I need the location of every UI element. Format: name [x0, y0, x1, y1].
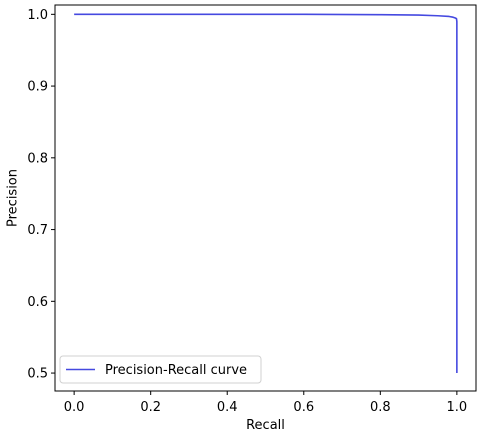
x-tick-label: 0.4: [217, 400, 238, 415]
x-axis-title: Recall: [246, 418, 285, 433]
plot-layer: [74, 13, 458, 374]
x-tick-label: 0.6: [293, 400, 314, 415]
y-tick-label: 1.0: [27, 8, 48, 23]
x-tick-label: 0.0: [64, 400, 85, 415]
y-tick-label: 0.6: [27, 295, 48, 310]
plot-frame: [54, 4, 477, 392]
series-line-0: [74, 13, 458, 374]
x-tick-label: 0.8: [370, 400, 391, 415]
legend: Precision-Recall curve: [59, 355, 262, 384]
y-axis-title: Precision: [6, 169, 21, 227]
x-tick-label: 0.2: [140, 400, 161, 415]
axes-layer: 0.0 0.2 0.4 0.6 0.8 1.0 0.5 0.6 0.7 0.8 0.9 1.0: [27, 4, 477, 415]
y-tick-label: 0.7: [27, 223, 48, 238]
legend-label: Precision-Recall curve: [105, 363, 247, 378]
legend-box: [59, 355, 262, 384]
y-tick-label: 0.5: [27, 367, 48, 382]
y-tick-label: 0.9: [27, 80, 48, 95]
y-tick-label: 0.8: [27, 151, 48, 166]
x-tick-label: 1.0: [447, 400, 468, 415]
